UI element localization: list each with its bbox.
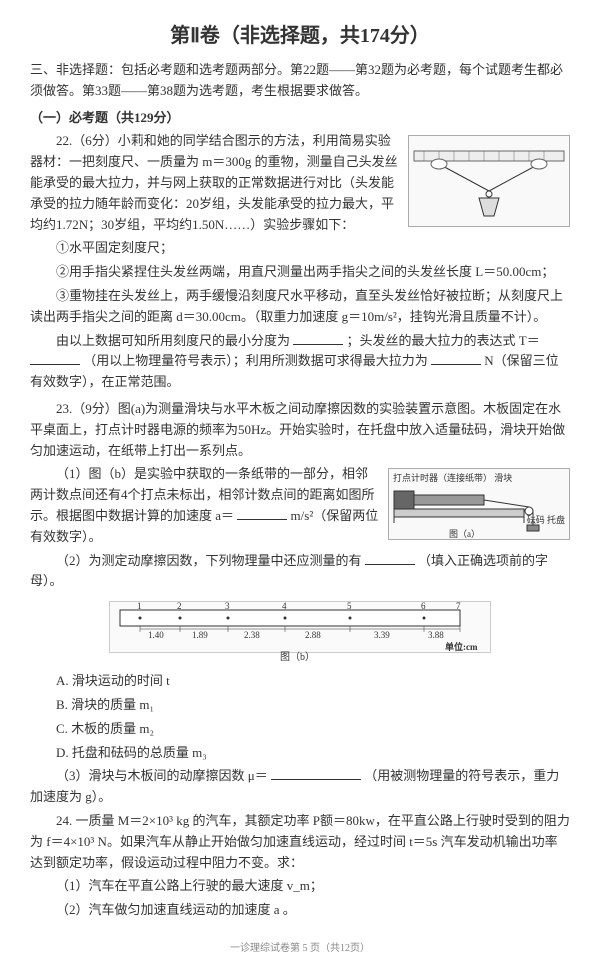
tick-6: 3.88 xyxy=(428,628,444,642)
fig-a-caption: 图（a） xyxy=(449,527,480,541)
q23-p3a: （3）滑块与木板间的动摩擦因数 μ＝ xyxy=(56,768,268,783)
tick-2: 1.89 xyxy=(192,628,208,642)
tick-3: 2.38 xyxy=(244,628,260,642)
q23-optB: B. 滑块的质量 m₁ xyxy=(30,695,570,716)
blank-force xyxy=(431,351,481,365)
svg-text:4: 4 xyxy=(282,602,287,611)
q22-step1: ①水平固定刻度尺； xyxy=(30,238,570,259)
tick-4: 2.88 xyxy=(305,628,321,642)
svg-text:5: 5 xyxy=(347,602,352,611)
q23-figure-a: 打点计时器（连接纸带） 滑块 砝码 托盘 图（a） xyxy=(388,468,570,540)
q23-optA: A. 滑块运动的时间 t xyxy=(30,671,570,692)
svg-text:1: 1 xyxy=(137,602,142,611)
blank-division xyxy=(293,331,343,345)
q22-ask3: （用以上物理量符号表示）；利用所测数据可求得最大拉力为 xyxy=(83,353,428,368)
q23-optC: C. 木板的质量 m₂ xyxy=(30,719,570,740)
q22-figure xyxy=(408,135,570,227)
svg-text:7: 7 xyxy=(456,602,461,611)
q22-answer-line: 由以上数据可知所用刻度尺的最小分度为 ；头发丝的最大拉力的表达式 T＝ （用以上… xyxy=(30,331,570,393)
q22-ask2: ；头发丝的最大拉力的表达式 T＝ xyxy=(347,333,540,348)
q22-step3: ③重物挂在头发丝上，两手缓慢沿刻度尺水平移动，直至头发丝恰好被拉断；从刻度尺上读… xyxy=(30,286,570,328)
q24-s1: （1）汽车在平直公路上行驶的最大速度 v_m； xyxy=(30,876,570,897)
page-title: 第Ⅱ卷（非选择题，共174分） xyxy=(30,20,570,52)
fig-a-label-right: 砝码 托盘 xyxy=(527,513,565,527)
q23-figure-b: 1 2 3 4 5 6 7 1.40 1.89 2.38 2.88 3.39 3… xyxy=(109,601,491,653)
fig-b-caption: 图（b） xyxy=(280,650,315,666)
q23-p2: （2）为测定动摩擦因数，下列物理量中还应测量的有 （填入正确选项前的字母）。 xyxy=(30,551,570,593)
q23-optD: D. 托盘和砝码的总质量 m₃ xyxy=(30,743,570,764)
blank-mu xyxy=(271,766,361,780)
blank-choice xyxy=(365,551,415,565)
tick-1: 1.40 xyxy=(148,628,164,642)
blank-formula xyxy=(30,351,80,365)
fig-a-label-top: 打点计时器（连接纸带） 滑块 xyxy=(393,471,512,485)
tick-5: 3.39 xyxy=(374,628,390,642)
q24-head: 24. 一质量 M＝2×10³ kg 的汽车，其额定功率 P额＝80kw，在平直… xyxy=(30,811,570,873)
q23-p2a: （2）为测定动摩擦因数，下列物理量中还应测量的有 xyxy=(56,553,362,568)
q23-p3: （3）滑块与木板间的动摩擦因数 μ＝ （用被测物理量的符号表示，重力加速度为 g… xyxy=(30,766,570,808)
blank-accel xyxy=(237,506,287,520)
q24-s2: （2）汽车做匀加速直线运动的加速度 a 。 xyxy=(30,900,570,921)
page-footer: 一诊理综试卷第 5 页（共12页） xyxy=(30,941,570,957)
svg-text:6: 6 xyxy=(421,602,426,611)
svg-text:3: 3 xyxy=(225,602,230,611)
tick-unit: 单位:cm xyxy=(445,640,478,654)
subsection-a: （一）必考题（共129分） xyxy=(30,108,570,129)
svg-text:2: 2 xyxy=(177,602,182,611)
section-3-intro: 三、非选择题：包括必考题和选考题两部分。第22题——第32题为必考题，每个试题考… xyxy=(30,60,570,102)
q22-ask1: 由以上数据可知所用刻度尺的最小分度为 xyxy=(56,333,290,348)
q22-step2: ②用手指尖紧捏住头发丝两端，用直尺测量出两手指尖之间的头发丝长度 L＝50.00… xyxy=(30,262,570,283)
q23-head: 23.（9分）图(a)为测量滑块与水平木板之间动摩擦因数的实验装置示意图。木板固… xyxy=(30,399,570,461)
